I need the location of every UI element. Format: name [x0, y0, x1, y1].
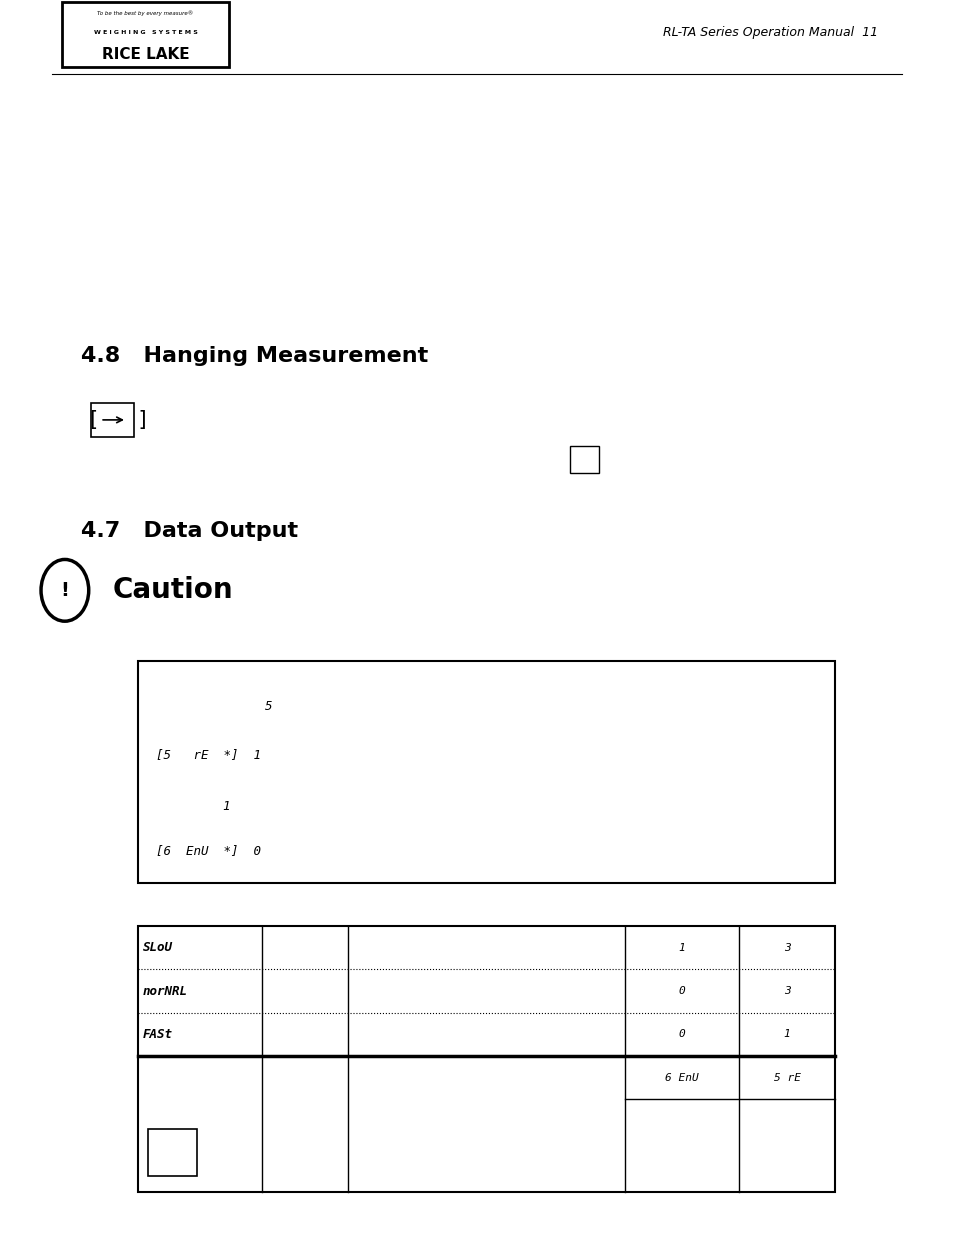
- Text: 1: 1: [678, 942, 685, 953]
- Bar: [570, 446, 598, 473]
- Text: !: !: [60, 580, 70, 600]
- Text: norNRL: norNRL: [143, 984, 188, 998]
- Text: [5   rE  *]  1: [5 rE *] 1: [155, 748, 260, 761]
- Text: 0: 0: [678, 1029, 685, 1040]
- Text: 3: 3: [782, 986, 790, 997]
- Text: SLoU: SLoU: [143, 941, 172, 955]
- Text: 4.7   Data Output: 4.7 Data Output: [81, 521, 298, 541]
- Bar: [148, 1129, 197, 1176]
- Text: 3: 3: [782, 942, 790, 953]
- Text: 6 EnU: 6 EnU: [664, 1072, 699, 1083]
- Text: 5: 5: [265, 700, 273, 713]
- Bar: [62, 2, 229, 67]
- Text: 5 rE: 5 rE: [773, 1072, 800, 1083]
- Text: RICE LAKE: RICE LAKE: [102, 47, 189, 62]
- Text: [: [: [86, 410, 98, 430]
- Text: ]: ]: [136, 410, 149, 430]
- Text: RL-TA Series Operation Manual  11: RL-TA Series Operation Manual 11: [662, 26, 877, 38]
- Text: W E I G H I N G   S Y S T E M S: W E I G H I N G S Y S T E M S: [93, 30, 197, 35]
- Text: 4.8   Hanging Measurement: 4.8 Hanging Measurement: [81, 346, 428, 366]
- Bar: [138, 661, 834, 883]
- Text: FASt: FASt: [143, 1028, 172, 1041]
- Text: [6  EnU  *]  0: [6 EnU *] 0: [155, 845, 260, 857]
- Text: 1: 1: [222, 800, 230, 813]
- Text: To be the best by every measure®: To be the best by every measure®: [97, 11, 193, 16]
- Bar: [91, 403, 133, 437]
- Text: Caution: Caution: [112, 577, 233, 604]
- Text: 1: 1: [782, 1029, 790, 1040]
- Text: 0: 0: [678, 986, 685, 997]
- Bar: [138, 926, 834, 1192]
